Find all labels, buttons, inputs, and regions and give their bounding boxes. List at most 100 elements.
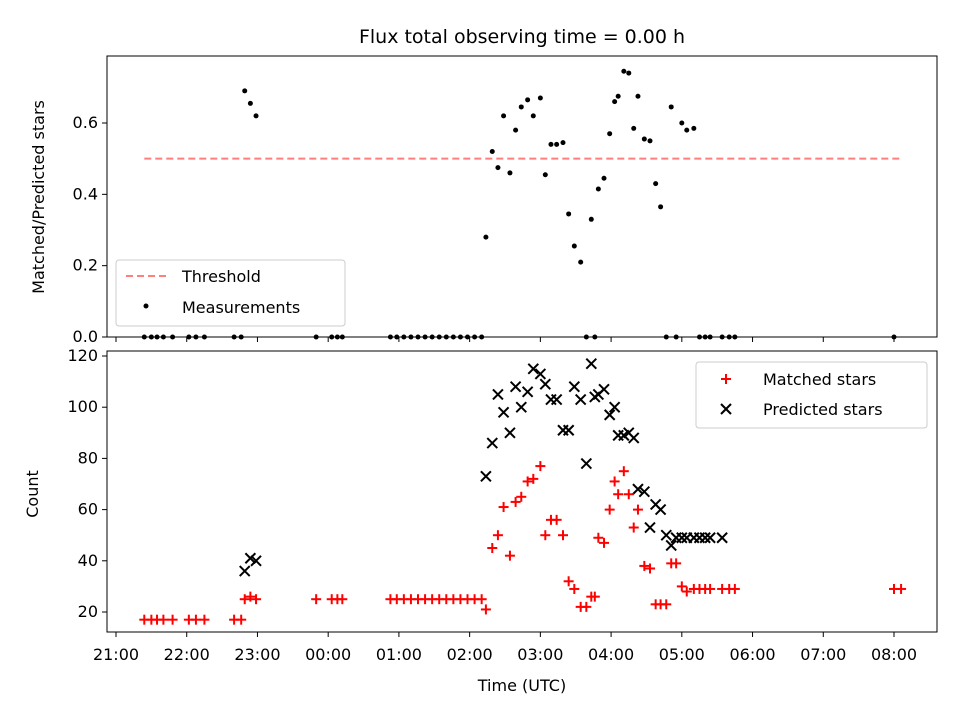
matched-point [569,583,580,594]
predicted-point [716,532,728,544]
count-points [139,357,907,625]
predicted-point [521,386,534,398]
measurement-point [615,93,621,99]
predicted-point [660,529,672,541]
predicted-point [492,388,504,401]
matched-point [158,614,169,625]
measurement-point [141,334,147,340]
measurement-point [238,334,244,340]
predicted-point [654,503,667,516]
x-b [628,432,640,444]
measurement-point [542,172,548,178]
y-tick-label: 40 [78,551,98,570]
measurement-point [422,334,428,340]
x-tick-label: 06:00 [729,645,775,664]
measurement-point [684,127,690,133]
matched-point [644,563,655,574]
measurement-point [408,334,414,340]
measurement-point [465,334,471,340]
predicted-point [644,521,656,534]
x-b [574,393,587,406]
predicted-point [676,532,688,544]
matched-point [613,489,624,500]
matched-point [604,504,615,515]
top-panel: Flux total observing time = 0.00 h Match… [29,26,938,346]
bottom-legend-box [695,361,928,429]
x-b [509,381,522,393]
measurement-point [429,334,435,340]
x-b [654,503,667,516]
matched-point [618,466,629,477]
predicted-point [486,437,498,449]
measurement-point [554,141,560,147]
measurement-point [253,113,259,119]
legend-plus [721,374,731,384]
x-b [534,368,547,380]
predicted-point [539,378,552,390]
matched-point [609,476,620,487]
measurement-point [231,334,237,340]
matched-point [540,530,551,541]
measurement-point [548,141,554,147]
measurement-point [401,334,407,340]
matched-point [551,514,562,525]
measurement-point [626,70,632,76]
measurement-point [479,334,485,340]
measurement-point [891,334,897,340]
x-b [239,565,251,577]
predicted-point [608,401,621,413]
measurement-point [394,334,400,340]
measurement-point [443,334,449,340]
measurement-point [513,127,519,133]
measurement-point [170,334,176,340]
chart-title: Flux total observing time = 0.00 h [359,26,685,48]
measurement-point [483,234,489,240]
x-b [632,483,644,495]
matched-point [251,594,262,605]
x-b [585,357,597,370]
y-tick-label: 20 [78,602,98,621]
x-tick-label: 07:00 [800,645,846,664]
matched-point [480,604,491,615]
predicted-point [504,427,516,439]
measurement-point [387,334,393,340]
predicted-point [699,532,711,544]
measurement-point [601,175,607,181]
predicted-point [574,393,587,406]
measurement-point [707,334,713,340]
measurement-point [612,99,618,105]
matched-point [498,502,509,513]
x-b [660,529,672,541]
measurement-point [457,334,463,340]
measurement-point [154,334,160,340]
measurement-point [697,334,702,340]
measurement-point [242,88,248,94]
measurement-point [595,186,601,192]
predicted-point [638,485,651,498]
x-b [486,437,498,449]
measurement-point [148,334,154,340]
predicted-point [497,406,510,419]
measurement-point [647,138,653,144]
measurement-point [436,334,442,340]
predicted-point [534,368,547,380]
measurement-point [592,334,598,340]
matched-point [487,543,498,553]
legend-matched-label: Matched stars [763,370,876,389]
predicted-point [480,470,492,483]
measurement-point [329,334,335,340]
predicted-point [239,565,251,577]
matched-point [522,476,533,487]
x-tick-label: 22:00 [164,645,210,664]
x-tick-label: 04:00 [588,645,634,664]
legend-threshold-label: Threshold [181,267,261,286]
matched-point [639,560,650,571]
predicted-point [585,357,597,370]
measurement-point [732,334,738,340]
bottom-panel: Count Time (UTC) 20 40 60 80 100 120 21:00 22:… [23,346,938,695]
measurement-point [415,334,421,340]
x-tick-label: 01:00 [376,645,422,664]
matched-point [623,489,634,500]
measurement-point [313,334,319,340]
predicted-point [527,363,539,375]
